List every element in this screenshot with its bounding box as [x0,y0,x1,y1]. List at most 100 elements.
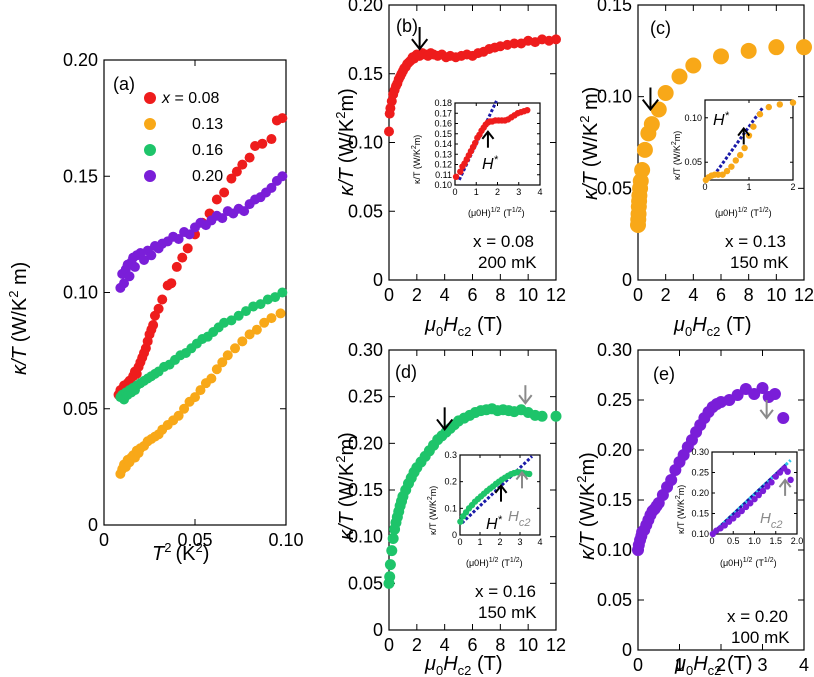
panel-b-xtick-label: 8 [495,285,505,305]
panel-d-annotation-composition: x = 0.16 [475,582,536,601]
panel-a-x0.08-data-point [153,303,164,314]
panel-d-inset-hc2-label: Hc2 [508,508,530,529]
panel-a-0.20-data-point [239,206,250,217]
panel-e-inset-data-point [738,507,745,515]
panel-c-inset-data-point [765,103,772,111]
panel-c-inset-data-point [756,111,764,118]
panel-c-data-point [685,57,702,74]
panel-a-x0.08-data-point [226,173,237,184]
panel-b-inset-hstar-arrow-head [481,130,495,140]
panel-a-0.13-data-point [259,317,270,328]
panel-b-xtick-label: 4 [440,285,450,305]
panel-c-inset-data-point [737,151,744,159]
panel-c-xtick-label: 12 [794,285,814,305]
panel-b-data-point [509,38,520,49]
panel-a-x0.08-data-point [182,243,193,254]
panel-e-inset-xtick-label: 1.0 [748,536,761,546]
panel-d-inset-ylabel: κ/T (W/K2m) [427,486,438,535]
panel-c-inset-data-point [728,163,735,170]
panel-c-xtick-label: 8 [744,285,754,305]
panel-d-data-point [384,559,396,571]
panel-a-0.20-data-point [217,213,228,224]
panel-b-inset-ytick-label: 0.10 [434,180,452,190]
panel-b-inset-data-point [452,173,460,180]
panel-a-x0.08-data-point [166,278,177,289]
panel-a-0.20-data-point [119,278,130,289]
panel-e-inset-data-point [776,469,784,476]
panel-b-annotation-composition: x = 0.08 [473,232,534,251]
panel-c-data-point [768,39,785,56]
panel-e-inset-data-point [751,495,758,503]
panel-a-x0.08-data-point [266,134,277,145]
panel-e-inset-xtick-label: 2.0 [791,536,804,546]
panel-e-inset-data-point [721,522,728,529]
panel-a-0.20-data-point [139,254,150,265]
panel-e-xtick-label: 2 [716,655,726,675]
panel-d-hstar-arrow-head [436,418,454,431]
panel-a-0.20-data-point [266,182,277,193]
panel-a-legend-label: 0.20 [192,168,223,185]
panel-b-inset-hstar-label: H* [482,154,499,173]
panel-c-ytick-label: 0.10 [597,87,632,107]
panel-a-x0.08-data-point [148,320,159,331]
panel-b-xtick-label: 0 [384,285,394,305]
panel-b-ytick-label: 0 [373,270,383,290]
panel-c-ylabel: κ/T(W/K2 m) [577,87,602,200]
panel-e-inset-hc2-arrow-head [778,478,792,488]
panel-e-ytick-label: 0.15 [597,490,632,510]
panel-e-data-point [748,388,761,400]
panel-d-xtick-label: 0 [384,635,394,655]
panel-c-inset-data-point [723,167,731,175]
panel-c-data-point [634,162,651,178]
panel-b-inset-data-point [457,168,464,175]
panel-b-data-point [551,34,561,45]
panel-c-xlabel: μ0Hc2 (T) [673,314,751,339]
panel-c-inset-data-point [741,144,748,152]
panel-a-0.13-data-point [266,313,277,324]
panel-a-0.20-data-point [184,229,195,240]
panel-e-xtick-label: 4 [799,655,809,675]
panel-c-inset-fit-line [712,106,765,177]
panel-d-inset-hstar-label: H* [486,514,503,533]
panel-e-inset-hc2-label: Hc2 [760,510,782,531]
panel-b-inset-xtick-label: 1 [474,187,479,197]
panel-b-hstar-arrow-head [411,38,429,51]
panel-a-ytick-label: 0.20 [63,50,98,70]
panel-c-data-point [796,39,812,56]
panel-e: (e) 0 1 2 3 4 0 0.05 0.10 0.15 0.20 0.25 0.30 x = 0… [574,340,809,677]
panel-b-inset-ytick-label: 0.15 [434,129,452,139]
panel-c-inset-hstar-arrow-head [737,126,751,137]
panel-d-data-point [536,410,548,422]
panel-e-inset-xtick-label: 0.5 [727,536,740,546]
panel-a: (a) 0 0.05 0.10 0 0.05 0.10 0.15 0.20 x = 0.08 0… [6,50,304,565]
panel-b-inset-xtick-label: 0 [452,187,457,197]
panel-c-inset-hstar-label: H* [713,110,730,129]
panel-c-data-point [636,141,653,158]
panel-a-0.13-data-point [179,403,190,414]
panel-c-data-point [713,48,729,65]
panel-e-inset-data-point [768,479,775,486]
panel-e-inset-fit-line-light [715,459,792,531]
panel-d-inset-data-point [526,470,533,478]
panel-a-0.20-data-point [124,271,135,282]
panel-e-inset-xlabel: (μ0H)1/2 (T1/2) [720,557,777,568]
panel-d-inset-ytick-label: 0.1 [444,503,457,513]
panel-c-inset-xtick-label: 2 [790,182,795,192]
panel-c-inset-ylabel: κ/T (W/K2m) [671,131,682,180]
panel-b-inset: 0 1 2 3 4 0.100.110.120.130.140.150.160.170.1… [411,98,543,218]
panel-a-xtick-label: 0.10 [268,530,303,550]
panel-d-inset-hc2-arrow-head [515,470,529,481]
panel-c-inset-data-point [776,101,783,108]
panel-c-xtick-label: 4 [688,285,698,305]
panel-d-data-point [384,571,396,583]
panel-b-data-point [384,126,394,137]
panel-e-inset-xtick-label: 0 [709,536,714,546]
panel-a-x0.08-data-point [244,152,255,163]
panel-b-inset-data-point [524,106,531,114]
panel-e-inset-data-point [784,468,791,475]
panel-e-inset-ytick-label: 0.10 [691,529,709,539]
panel-e-inset-data-point [764,483,771,490]
panel-c-xtick-label: 2 [661,285,671,305]
panel-e-xlabel: μ0Hc2 (T) [674,653,752,677]
